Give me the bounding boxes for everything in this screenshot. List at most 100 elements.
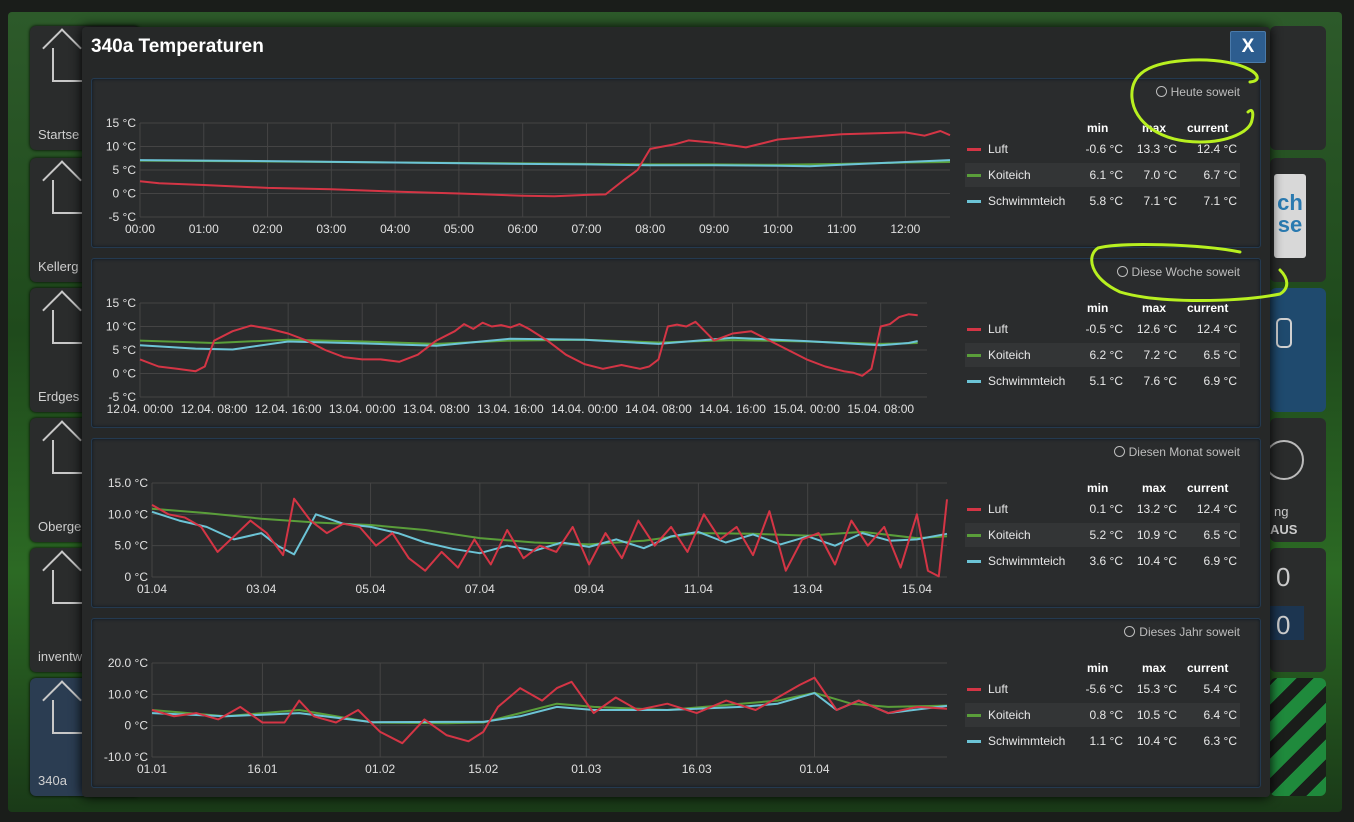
right-tile-stripes[interactable] — [1270, 678, 1326, 796]
stat-max: 13.2 °C — [1136, 502, 1177, 516]
close-button[interactable]: X — [1230, 31, 1266, 63]
chart-panel: Dieses Jahr soweit min max current Luft -5.6 … — [91, 618, 1261, 788]
right-tile-1[interactable] — [1270, 26, 1326, 150]
series-line-schwimmteich[interactable] — [139, 336, 918, 351]
switch-label: ng — [1274, 504, 1289, 519]
series-name: Schwimmteich — [988, 374, 1066, 388]
series-line-luft[interactable] — [151, 497, 948, 578]
legend-row-koiteich[interactable]: Koiteich 0.8 °C 10.5 °C 6.4 °C — [965, 703, 1240, 727]
legend-row-schwimmteich[interactable]: Schwimmteich 5.8 °C 7.1 °C 7.1 °C — [965, 189, 1240, 213]
series-line-schwimmteich[interactable] — [151, 510, 948, 556]
x-tick-label: 15.04 — [902, 582, 932, 596]
x-tick-label: 16.01 — [247, 762, 277, 776]
period-label: Diese Woche soweit — [1116, 265, 1241, 279]
chart-panel: Diesen Monat soweit min max current Luft 0.1 … — [91, 438, 1261, 608]
stat-min: -5.6 °C — [1085, 682, 1123, 696]
stats-legend: min max current Luft 0.1 °C 13.2 °C 12.4 °C Koi… — [965, 481, 1240, 581]
temperature-chart[interactable]: 15 °C 10 °C 5 °C 0 °C -5 °C00:00 01:00 02:00 03… — [92, 79, 962, 247]
x-tick-label: 14.04. 00:00 — [551, 402, 618, 416]
legend-row-schwimmteich[interactable]: Schwimmteich 3.6 °C 10.4 °C 6.9 °C — [965, 549, 1240, 573]
legend-row-koiteich[interactable]: Koiteich 6.1 °C 7.0 °C 6.7 °C — [965, 163, 1240, 187]
x-tick-label: 09:00 — [699, 222, 729, 236]
legend-row-schwimmteich[interactable]: Schwimmteich 1.1 °C 10.4 °C 6.3 °C — [965, 729, 1240, 753]
legend-row-koiteich[interactable]: Koiteich 5.2 °C 10.9 °C 6.5 °C — [965, 523, 1240, 547]
series-name: Koiteich — [988, 348, 1031, 362]
stat-current: 6.9 °C — [1203, 554, 1237, 568]
right-tile-device[interactable] — [1270, 288, 1326, 412]
y-tick-label: 0 °C — [113, 187, 137, 201]
period-text: Heute soweit — [1170, 85, 1240, 99]
series-name: Schwimmteich — [988, 554, 1066, 568]
stat-max: 10.4 °C — [1136, 554, 1177, 568]
legend-row-luft[interactable]: Luft -5.6 °C 15.3 °C 5.4 °C — [965, 677, 1240, 701]
x-tick-label: 13.04. 08:00 — [403, 402, 470, 416]
value-glyph: 0 — [1276, 610, 1291, 640]
stats-legend: min max current Luft -0.5 °C 12.6 °C 12.4 °C Ko… — [965, 301, 1240, 401]
y-tick-label: -5 °C — [109, 390, 137, 404]
stat-min: 3.6 °C — [1089, 554, 1123, 568]
temperature-chart[interactable]: 20.0 °C 10.0 °C 0 °C -10.0 °C01.01 16.01 01.0… — [92, 619, 962, 787]
stat-current: 6.9 °C — [1203, 374, 1237, 388]
legend-row-koiteich[interactable]: Koiteich 6.2 °C 7.2 °C 6.5 °C — [965, 343, 1240, 367]
series-line-luft[interactable] — [139, 313, 918, 377]
legend-row-schwimmteich[interactable]: Schwimmteich 5.1 °C 7.6 °C 6.9 °C — [965, 369, 1240, 393]
series-name: Schwimmteich — [988, 194, 1066, 208]
series-line-schwimmteich[interactable] — [139, 159, 951, 168]
y-tick-label: 15 °C — [106, 116, 136, 130]
series-line-koiteich[interactable] — [151, 691, 948, 725]
y-tick-label: -5 °C — [109, 210, 137, 224]
stat-max: 10.4 °C — [1136, 734, 1177, 748]
x-tick-label: 13.04 — [793, 582, 823, 596]
series-name: Koiteich — [988, 708, 1031, 722]
stat-max: 15.3 °C — [1136, 682, 1177, 696]
x-tick-label: 11:00 — [827, 222, 856, 236]
legend-swatch — [967, 508, 981, 511]
stat-min: 6.2 °C — [1089, 348, 1123, 362]
x-tick-label: 11.04 — [684, 582, 713, 596]
stat-max: 7.1 °C — [1143, 194, 1177, 208]
y-tick-label: 5 °C — [113, 163, 137, 177]
x-tick-label: 12.04. 08:00 — [181, 402, 248, 416]
legend-row-luft[interactable]: Luft -0.6 °C 13.3 °C 12.4 °C — [965, 137, 1240, 161]
y-tick-label: 10 °C — [106, 320, 136, 334]
legend-header-min: min — [1087, 481, 1109, 495]
legend-header-min: min — [1087, 301, 1109, 315]
x-tick-label: 12.04. 16:00 — [255, 402, 322, 416]
x-tick-label: 15.02 — [468, 762, 498, 776]
period-text: Diese Woche soweit — [1131, 265, 1241, 279]
modal-title: 340a Temperaturen — [91, 36, 264, 57]
x-tick-label: 08:00 — [635, 222, 665, 236]
legend-header-min: min — [1087, 661, 1109, 675]
legend-row-luft[interactable]: Luft 0.1 °C 13.2 °C 12.4 °C — [965, 497, 1240, 521]
y-tick-label: 10.0 °C — [108, 507, 148, 521]
legend-swatch — [967, 200, 981, 203]
series-line-luft[interactable] — [139, 130, 951, 198]
x-tick-label: 00:00 — [125, 222, 155, 236]
right-tile-logo[interactable]: ch se — [1270, 158, 1326, 282]
legend-row-luft[interactable]: Luft -0.5 °C 12.6 °C 12.4 °C — [965, 317, 1240, 341]
x-tick-label: 10:00 — [763, 222, 793, 236]
y-tick-label: 0 °C — [125, 570, 149, 584]
x-tick-label: 01.01 — [137, 762, 167, 776]
stat-min: 5.8 °C — [1089, 194, 1123, 208]
stat-min: 5.1 °C — [1089, 374, 1123, 388]
stat-min: 6.1 °C — [1089, 168, 1123, 182]
period-label: Heute soweit — [1155, 85, 1240, 99]
x-tick-label: 01.03 — [571, 762, 601, 776]
temperature-chart[interactable]: 15.0 °C 10.0 °C 5.0 °C 0 °C01.04 03.04 05.04 0… — [92, 439, 962, 607]
x-tick-label: 03:00 — [316, 222, 346, 236]
series-line-luft[interactable] — [151, 676, 948, 745]
legend-header-current: current — [1187, 661, 1229, 675]
legend-swatch — [967, 534, 981, 537]
right-tile-switch[interactable]: ng AUS — [1264, 418, 1326, 542]
x-tick-label: 04:00 — [380, 222, 410, 236]
x-tick-label: 12:00 — [890, 222, 920, 236]
stat-max: 7.6 °C — [1143, 374, 1177, 388]
y-tick-label: 5 °C — [113, 343, 137, 357]
temperature-chart[interactable]: 15 °C 10 °C 5 °C 0 °C -5 °C12.04. 00:00 12.04… — [92, 259, 962, 427]
clock-icon — [1155, 86, 1167, 97]
period-label: Diesen Monat soweit — [1113, 445, 1240, 459]
tile-label: 340a — [38, 773, 67, 788]
x-tick-label: 14.04. 08:00 — [625, 402, 692, 416]
